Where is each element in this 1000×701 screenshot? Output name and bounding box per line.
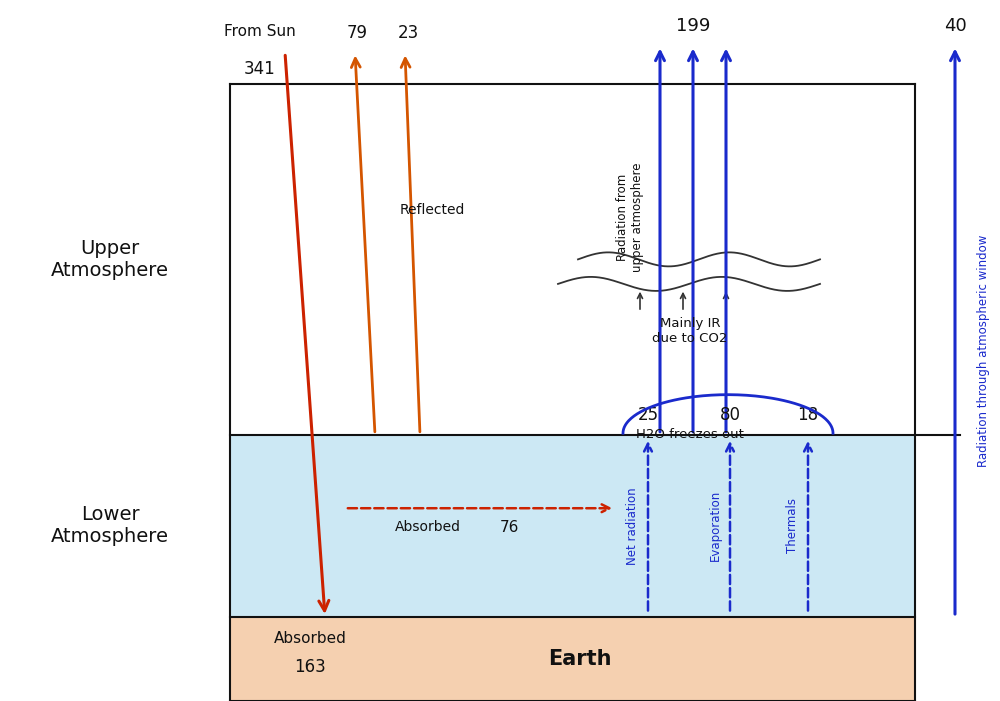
Text: 25: 25 bbox=[637, 406, 659, 424]
Bar bbox=[230, 617, 915, 701]
Text: Absorbed: Absorbed bbox=[274, 631, 346, 646]
Text: 80: 80 bbox=[720, 406, 740, 424]
Text: 18: 18 bbox=[797, 406, 819, 424]
Text: 163: 163 bbox=[294, 658, 326, 676]
Text: Radiation through atmospheric window: Radiation through atmospheric window bbox=[976, 234, 990, 467]
Text: Upper
Atmosphere: Upper Atmosphere bbox=[51, 239, 169, 280]
Text: 76: 76 bbox=[500, 520, 519, 535]
Text: Lower
Atmosphere: Lower Atmosphere bbox=[51, 505, 169, 546]
Text: Mainly IR
due to CO2: Mainly IR due to CO2 bbox=[652, 317, 728, 345]
Bar bbox=[230, 84, 915, 435]
Text: 199: 199 bbox=[676, 17, 710, 35]
Text: 23: 23 bbox=[397, 24, 419, 42]
Text: Absorbed: Absorbed bbox=[395, 520, 461, 534]
Text: From Sun: From Sun bbox=[224, 24, 296, 39]
Bar bbox=[230, 435, 915, 617]
Text: Earth: Earth bbox=[548, 649, 612, 669]
Text: Net radiation: Net radiation bbox=[626, 487, 640, 564]
Text: 341: 341 bbox=[244, 60, 276, 78]
Text: 40: 40 bbox=[944, 17, 966, 35]
Text: Thermals: Thermals bbox=[786, 498, 800, 553]
Text: 79: 79 bbox=[347, 24, 368, 42]
Text: Reflected: Reflected bbox=[400, 203, 465, 217]
Text: H2O freezes out: H2O freezes out bbox=[636, 428, 744, 441]
Text: Evaporation: Evaporation bbox=[708, 490, 722, 562]
Text: Radiation from
upper atmosphere: Radiation from upper atmosphere bbox=[616, 163, 644, 272]
